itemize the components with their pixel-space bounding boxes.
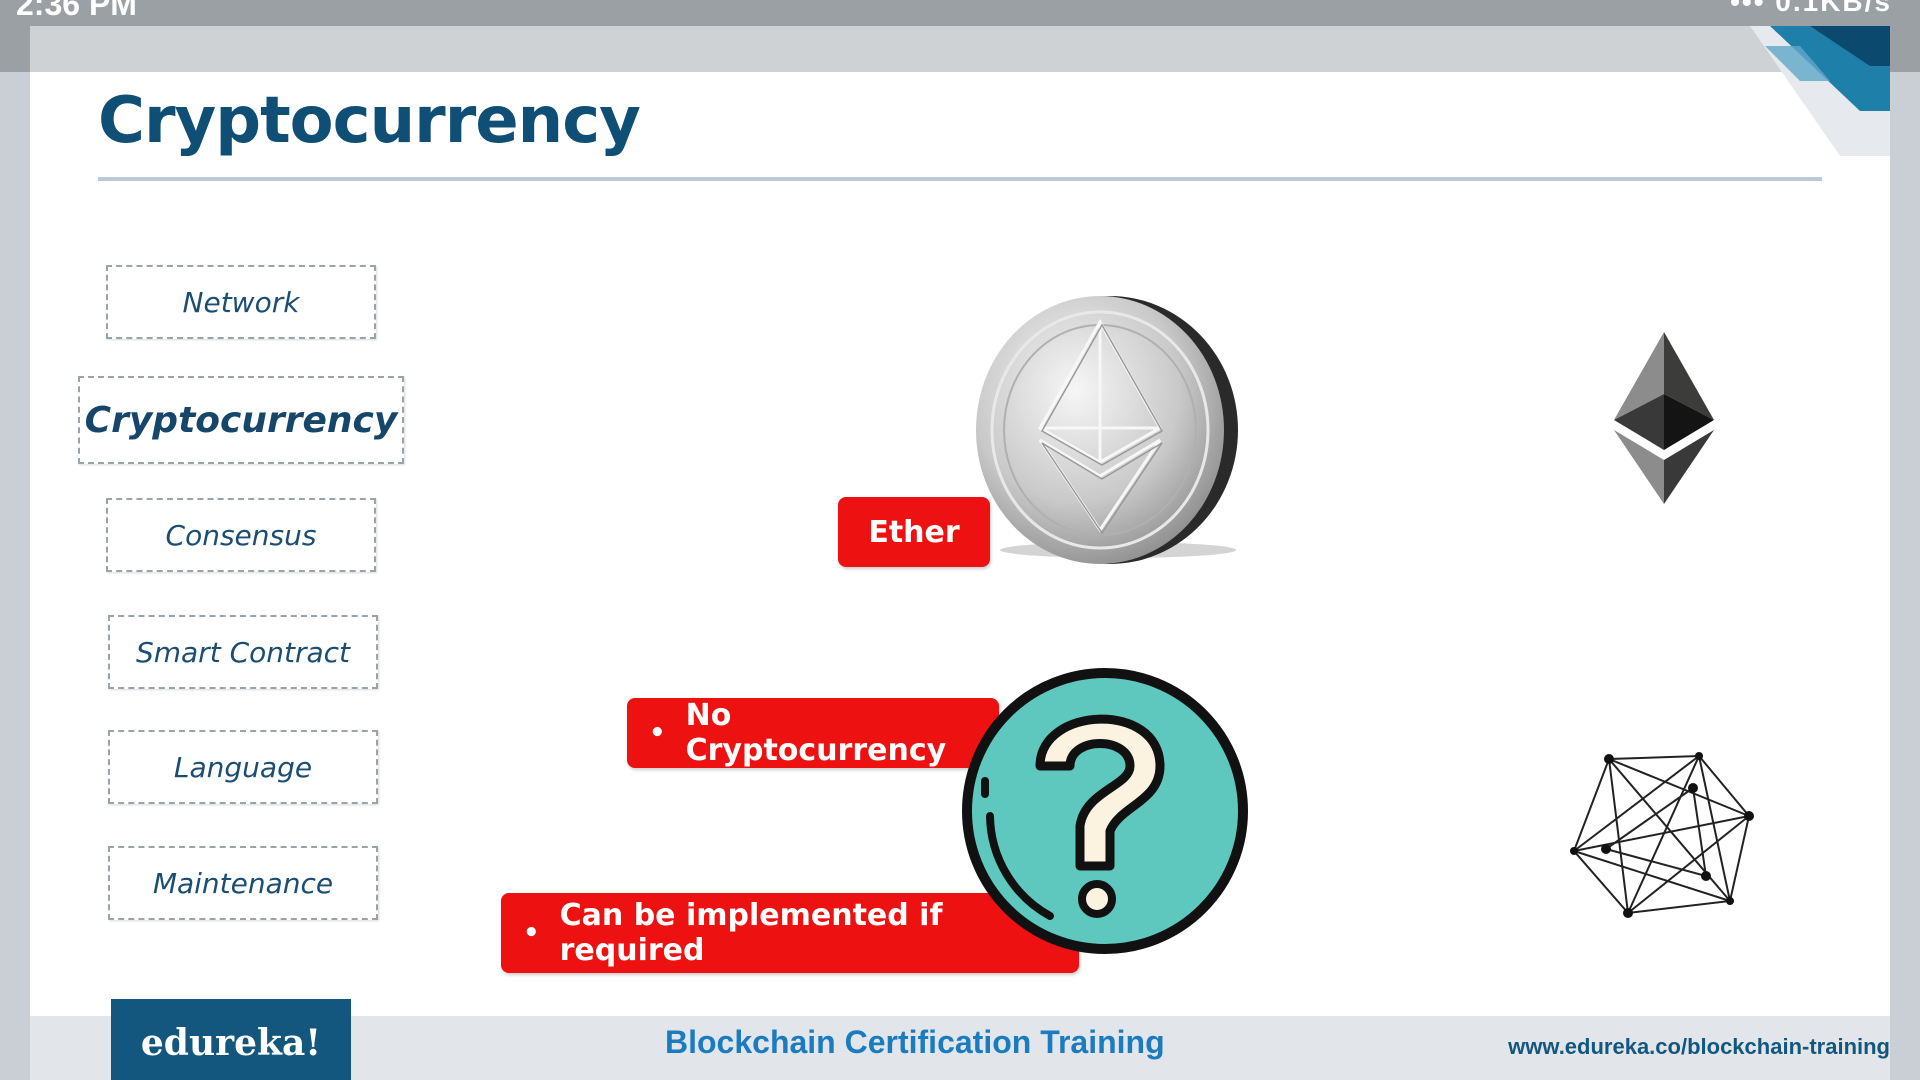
topic-label: Consensus — [165, 518, 317, 552]
topic-cryptocurrency[interactable]: Cryptocurrency — [78, 376, 404, 464]
hyperledger-logo-icon — [1570, 752, 1754, 918]
question-mark-icon — [962, 668, 1248, 954]
topic-smart-contract[interactable]: Smart Contract — [108, 615, 378, 689]
slide-top-band — [30, 26, 1890, 72]
topic-label: Cryptocurrency — [84, 399, 398, 441]
slide-title: Cryptocurrency — [98, 84, 641, 158]
ethereum-logo-icon — [1614, 332, 1714, 504]
ether-label: Ether — [838, 497, 990, 567]
topic-maintenance[interactable]: Maintenance — [108, 846, 378, 920]
status-time: 2:36 PM — [16, 0, 137, 22]
no-cryptocurrency-text: No Cryptocurrency — [685, 698, 947, 768]
presentation-slide: Cryptocurrency Network Cryptocurrency Co… — [30, 26, 1890, 1080]
bullet-icon: • — [649, 718, 666, 748]
bullet-icon: • — [523, 918, 540, 948]
topic-label: Language — [173, 750, 313, 784]
edureka-logo: edureka! — [111, 999, 351, 1080]
title-divider — [98, 177, 1822, 181]
slide-footer: edureka! Blockchain Certification Traini… — [30, 999, 1890, 1080]
can-be-implemented-text: Can be implemented if required — [559, 898, 943, 968]
course-url: www.edureka.co/blockchain-training — [1508, 1034, 1890, 1059]
topic-language[interactable]: Language — [108, 730, 378, 804]
ether-label-text: Ether — [868, 514, 960, 550]
topic-label: Network — [182, 285, 300, 319]
topic-consensus[interactable]: Consensus — [106, 498, 376, 572]
ether-coin-icon — [976, 296, 1238, 564]
course-title: Blockchain Certification Training — [665, 1024, 1165, 1060]
topic-label: Maintenance — [152, 866, 334, 900]
topic-network[interactable]: Network — [106, 265, 376, 339]
brand-text: edureka! — [140, 1022, 322, 1064]
no-cryptocurrency-label: • No Cryptocurrency — [627, 698, 999, 768]
status-indicators: ••• 0.1KB/s — [1730, 0, 1892, 17]
can-be-implemented-label: • Can be implemented if required — [501, 893, 1079, 973]
corner-decoration-icon — [1750, 26, 1890, 156]
topic-label: Smart Contract — [135, 635, 351, 669]
